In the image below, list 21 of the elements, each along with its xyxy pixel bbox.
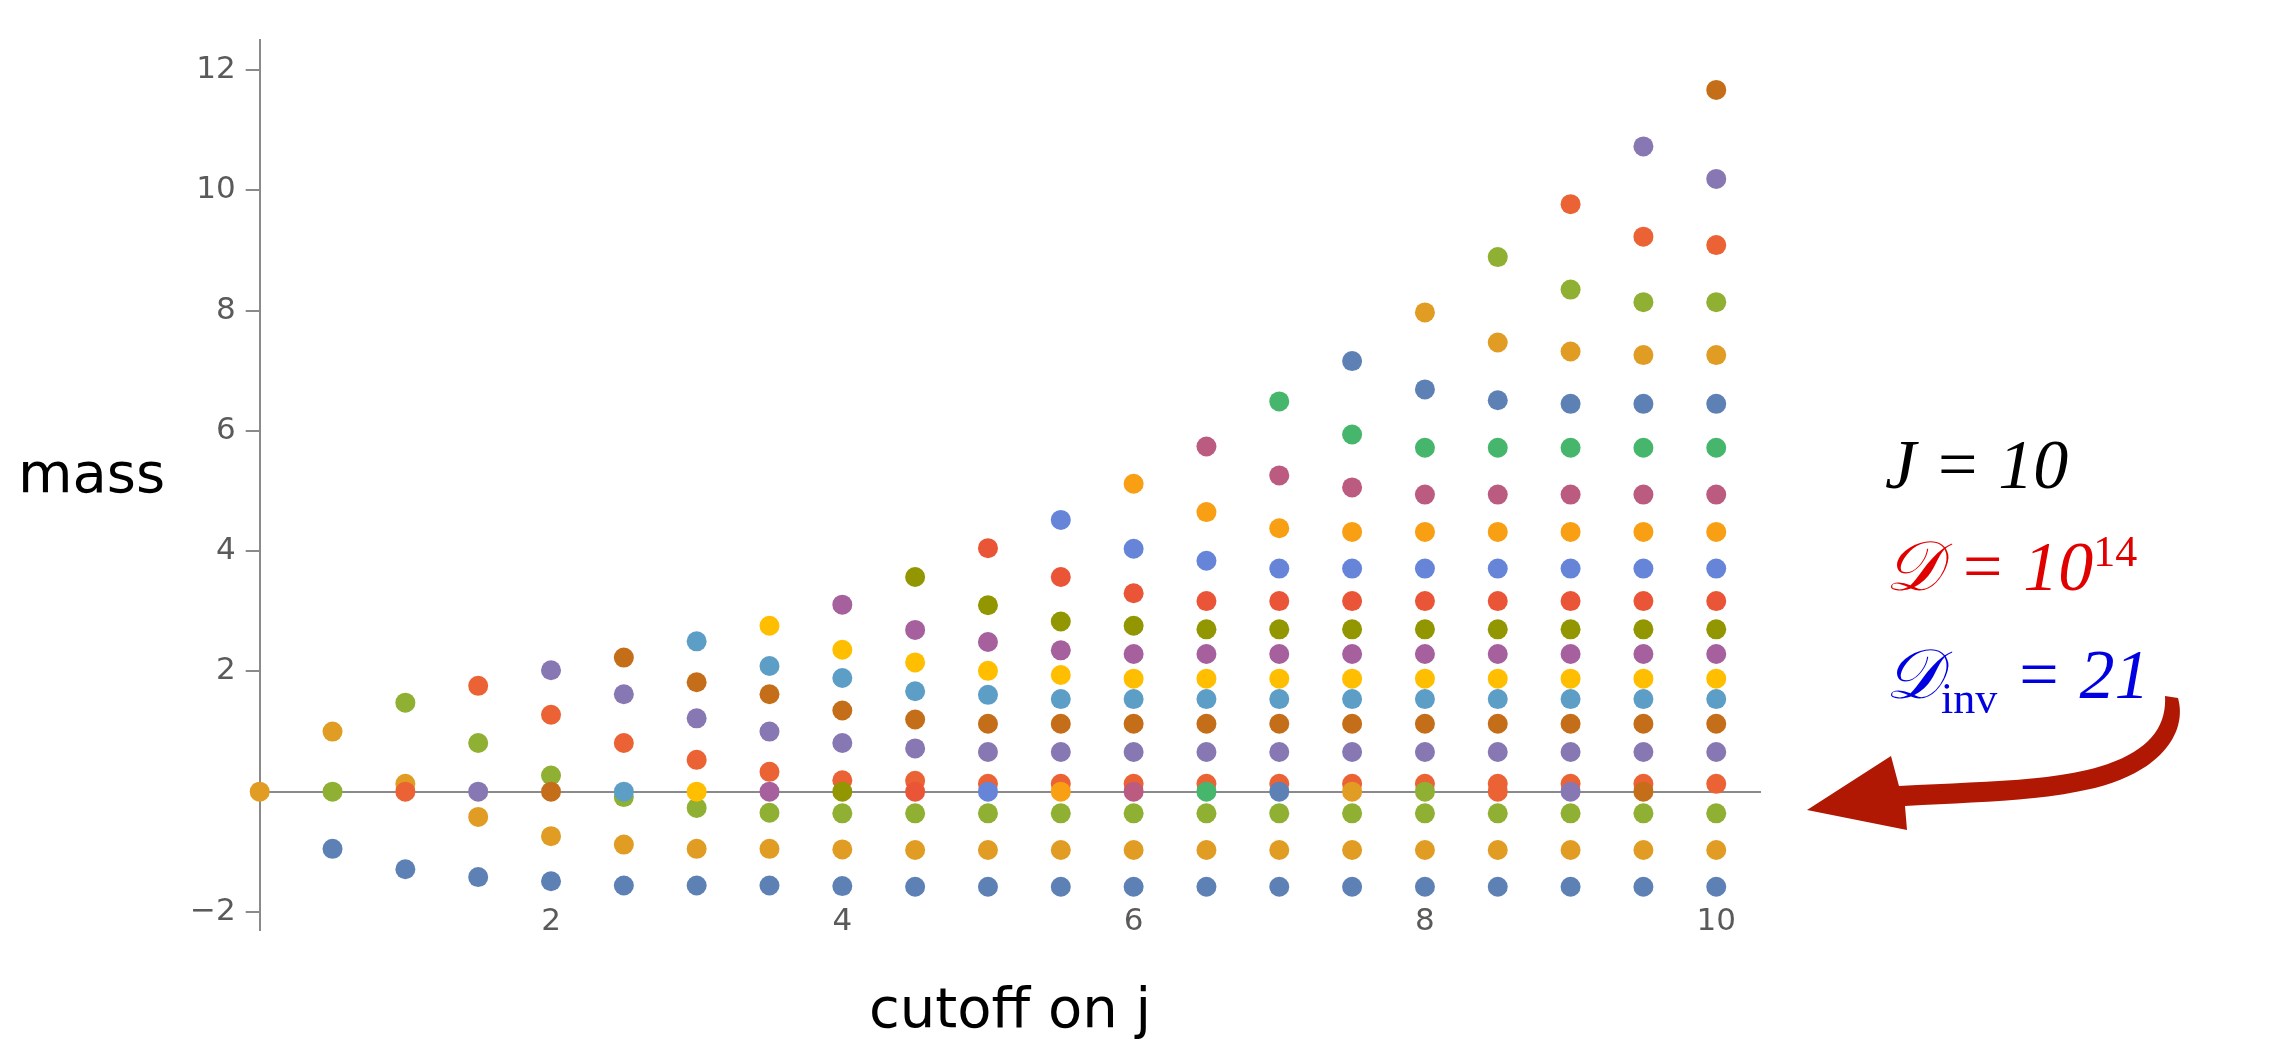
y-tick-label: 8: [215, 289, 236, 326]
x-tick-label: 4: [832, 901, 853, 938]
point: [1269, 781, 1290, 802]
x-tick-label: 6: [1123, 901, 1144, 938]
y-tick-label: 12: [196, 49, 236, 86]
point: [249, 781, 270, 802]
x-tick-label: 10: [1696, 901, 1736, 938]
y-tick-label: 6: [215, 409, 236, 446]
text: 𝒟 = 10$^{14}$: [1885, 527, 2138, 606]
text: J = 10: [1885, 426, 2069, 503]
x-tick-label: 2: [541, 901, 561, 938]
x-tick-label: 8: [1415, 901, 1435, 938]
y-tick-label: 2: [215, 650, 236, 687]
y-tick-label: 10: [196, 169, 236, 206]
text: 𝒟$_{inv}$ = 21: [1885, 636, 2150, 723]
y-tick-label: 4: [215, 530, 236, 567]
x-axis-title: cutoff on j: [869, 975, 1151, 1040]
point: [1269, 876, 1290, 897]
y-axis-title: mass: [18, 440, 166, 505]
y-tick-label: −2: [189, 891, 236, 928]
point: [1196, 781, 1217, 802]
